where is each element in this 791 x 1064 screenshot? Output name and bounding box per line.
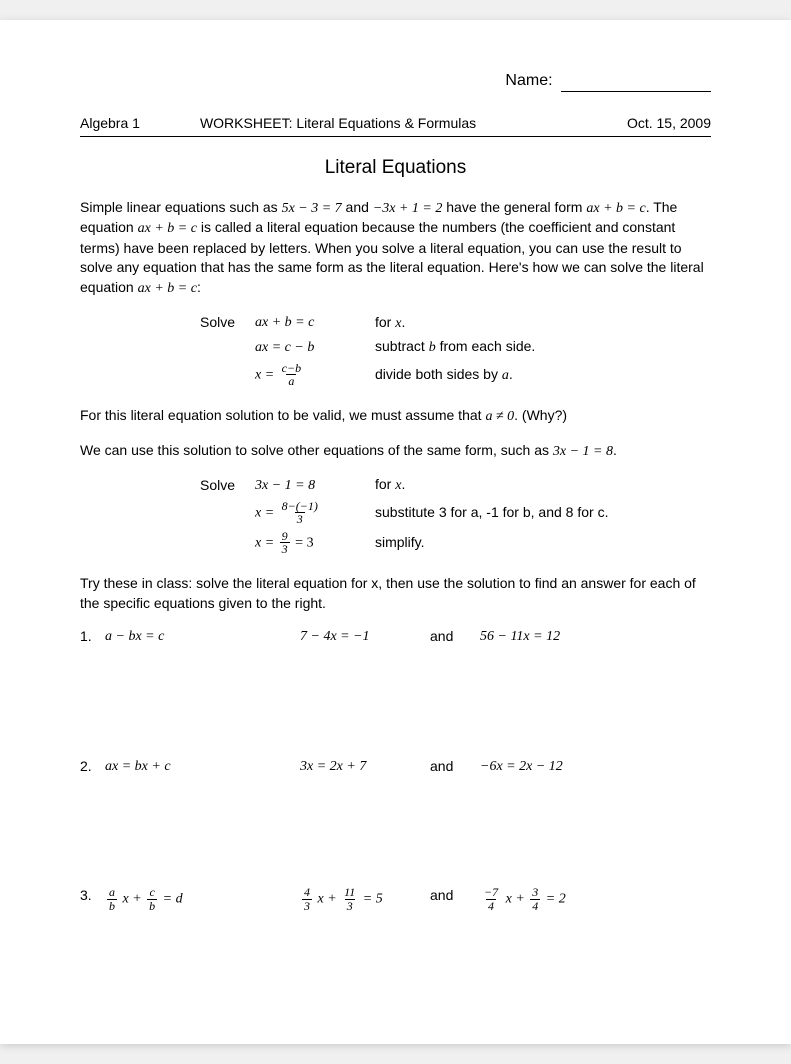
step-row: ax = c − b subtract b from each side. xyxy=(200,337,711,358)
problem-row: 3. ab x + cb = d 43 x + 113 = 5 and −74 … xyxy=(80,886,711,912)
intro-eq5: ax + b = c xyxy=(138,281,197,296)
problems-list: 1. a − bx = c 7 − 4x = −1 and 56 − 11x =… xyxy=(80,627,711,912)
intro-eq4: ax + b = c xyxy=(138,221,197,236)
valid-eq: a ≠ 0 xyxy=(485,409,514,424)
fraction: ab xyxy=(107,886,117,912)
problem-number: 2. xyxy=(80,757,105,777)
step-row: Solve 3x − 1 = 8 for x. xyxy=(200,475,711,496)
step-row: x = 8−(−1)3 substitute 3 for a, -1 for b… xyxy=(200,500,711,526)
step-row: Solve ax + b = c for x. xyxy=(200,313,711,334)
use-eq: 3x − 1 = 8 xyxy=(553,444,613,459)
intro-text: have the general form xyxy=(442,199,586,215)
worksheet-page: Name: Algebra 1 WORKSHEET: Literal Equat… xyxy=(0,20,791,1044)
step-equation: ax + b = c xyxy=(255,313,375,333)
fraction: cb xyxy=(147,886,157,912)
problem-eq1: 3x = 2x + 7 xyxy=(300,757,430,777)
and-label: and xyxy=(430,757,480,777)
use-paragraph: We can use this solution to solve other … xyxy=(80,441,711,462)
intro-paragraph: Simple linear equations such as 5x − 3 =… xyxy=(80,198,711,299)
use-text: We can use this solution to solve other … xyxy=(80,442,553,458)
steps-block-2: Solve 3x − 1 = 8 for x. x = 8−(−1)3 subs… xyxy=(200,475,711,556)
page-title: Literal Equations xyxy=(80,155,711,182)
problem-eq2: 56 − 11x = 12 xyxy=(480,627,560,647)
name-label: Name: xyxy=(505,72,552,89)
intro-text: : xyxy=(197,279,201,295)
step-row: x = c−ba divide both sides by a. xyxy=(200,362,711,388)
step-note: for x. xyxy=(375,475,405,496)
problem-literal: ax = bx + c xyxy=(105,757,300,777)
valid-text: . (Why?) xyxy=(514,407,567,423)
step-note: simplify. xyxy=(375,533,425,553)
fraction: −74 xyxy=(482,886,500,912)
fraction: c−ba xyxy=(280,362,303,388)
problem-eq1: 43 x + 113 = 5 xyxy=(300,886,430,912)
problem-row: 2. ax = bx + c 3x = 2x + 7 and −6x = 2x … xyxy=(80,757,711,777)
problem-literal: a − bx = c xyxy=(105,627,300,647)
intro-text: and xyxy=(342,199,373,215)
step-note: substitute 3 for a, -1 for b, and 8 for … xyxy=(375,503,608,523)
problem-row: 1. a − bx = c 7 − 4x = −1 and 56 − 11x =… xyxy=(80,627,711,647)
step-equation: x = 8−(−1)3 xyxy=(255,500,375,526)
steps-block-1: Solve ax + b = c for x. ax = c − b subtr… xyxy=(200,313,711,388)
and-label: and xyxy=(430,627,480,647)
fraction: 113 xyxy=(342,886,357,912)
problem-eq2: −74 x + 34 = 2 xyxy=(480,886,566,912)
header-date: Oct. 15, 2009 xyxy=(627,114,711,134)
problem-eq2: −6x = 2x − 12 xyxy=(480,757,563,777)
step-equation: 3x − 1 = 8 xyxy=(255,476,375,496)
step-equation: ax = c − b xyxy=(255,338,375,358)
solve-label: Solve xyxy=(200,313,255,333)
and-label: and xyxy=(430,886,480,906)
validity-paragraph: For this literal equation solution to be… xyxy=(80,406,711,427)
problem-number: 1. xyxy=(80,627,105,647)
use-text: . xyxy=(613,442,617,458)
step-row: x = 93 = 3 simplify. xyxy=(200,530,711,556)
step-note: divide both sides by a. xyxy=(375,365,513,386)
solve-label: Solve xyxy=(200,476,255,496)
problem-number: 3. xyxy=(80,886,105,906)
fraction: 93 xyxy=(280,530,290,556)
step-note: for x. xyxy=(375,313,405,334)
name-blank-line xyxy=(561,91,711,92)
try-paragraph: Try these in class: solve the literal eq… xyxy=(80,574,711,613)
intro-eq2: −3x + 1 = 2 xyxy=(373,201,443,216)
fraction: 43 xyxy=(302,886,312,912)
header-left: Algebra 1 xyxy=(80,114,140,134)
name-field-row: Name: xyxy=(80,70,711,92)
header-center: WORKSHEET: Literal Equations & Formulas xyxy=(140,114,627,134)
intro-eq3: ax + b = c xyxy=(586,201,645,216)
step-equation: x = c−ba xyxy=(255,362,375,388)
problem-literal: ab x + cb = d xyxy=(105,886,300,912)
step-equation: x = 93 = 3 xyxy=(255,530,375,556)
fraction: 34 xyxy=(530,886,540,912)
header-row: Algebra 1 WORKSHEET: Literal Equations &… xyxy=(80,114,711,137)
fraction: 8−(−1)3 xyxy=(280,500,320,526)
step-note: subtract b from each side. xyxy=(375,337,535,358)
intro-eq1: 5x − 3 = 7 xyxy=(282,201,342,216)
valid-text: For this literal equation solution to be… xyxy=(80,407,485,423)
problem-eq1: 7 − 4x = −1 xyxy=(300,627,430,647)
intro-text: Simple linear equations such as xyxy=(80,199,282,215)
